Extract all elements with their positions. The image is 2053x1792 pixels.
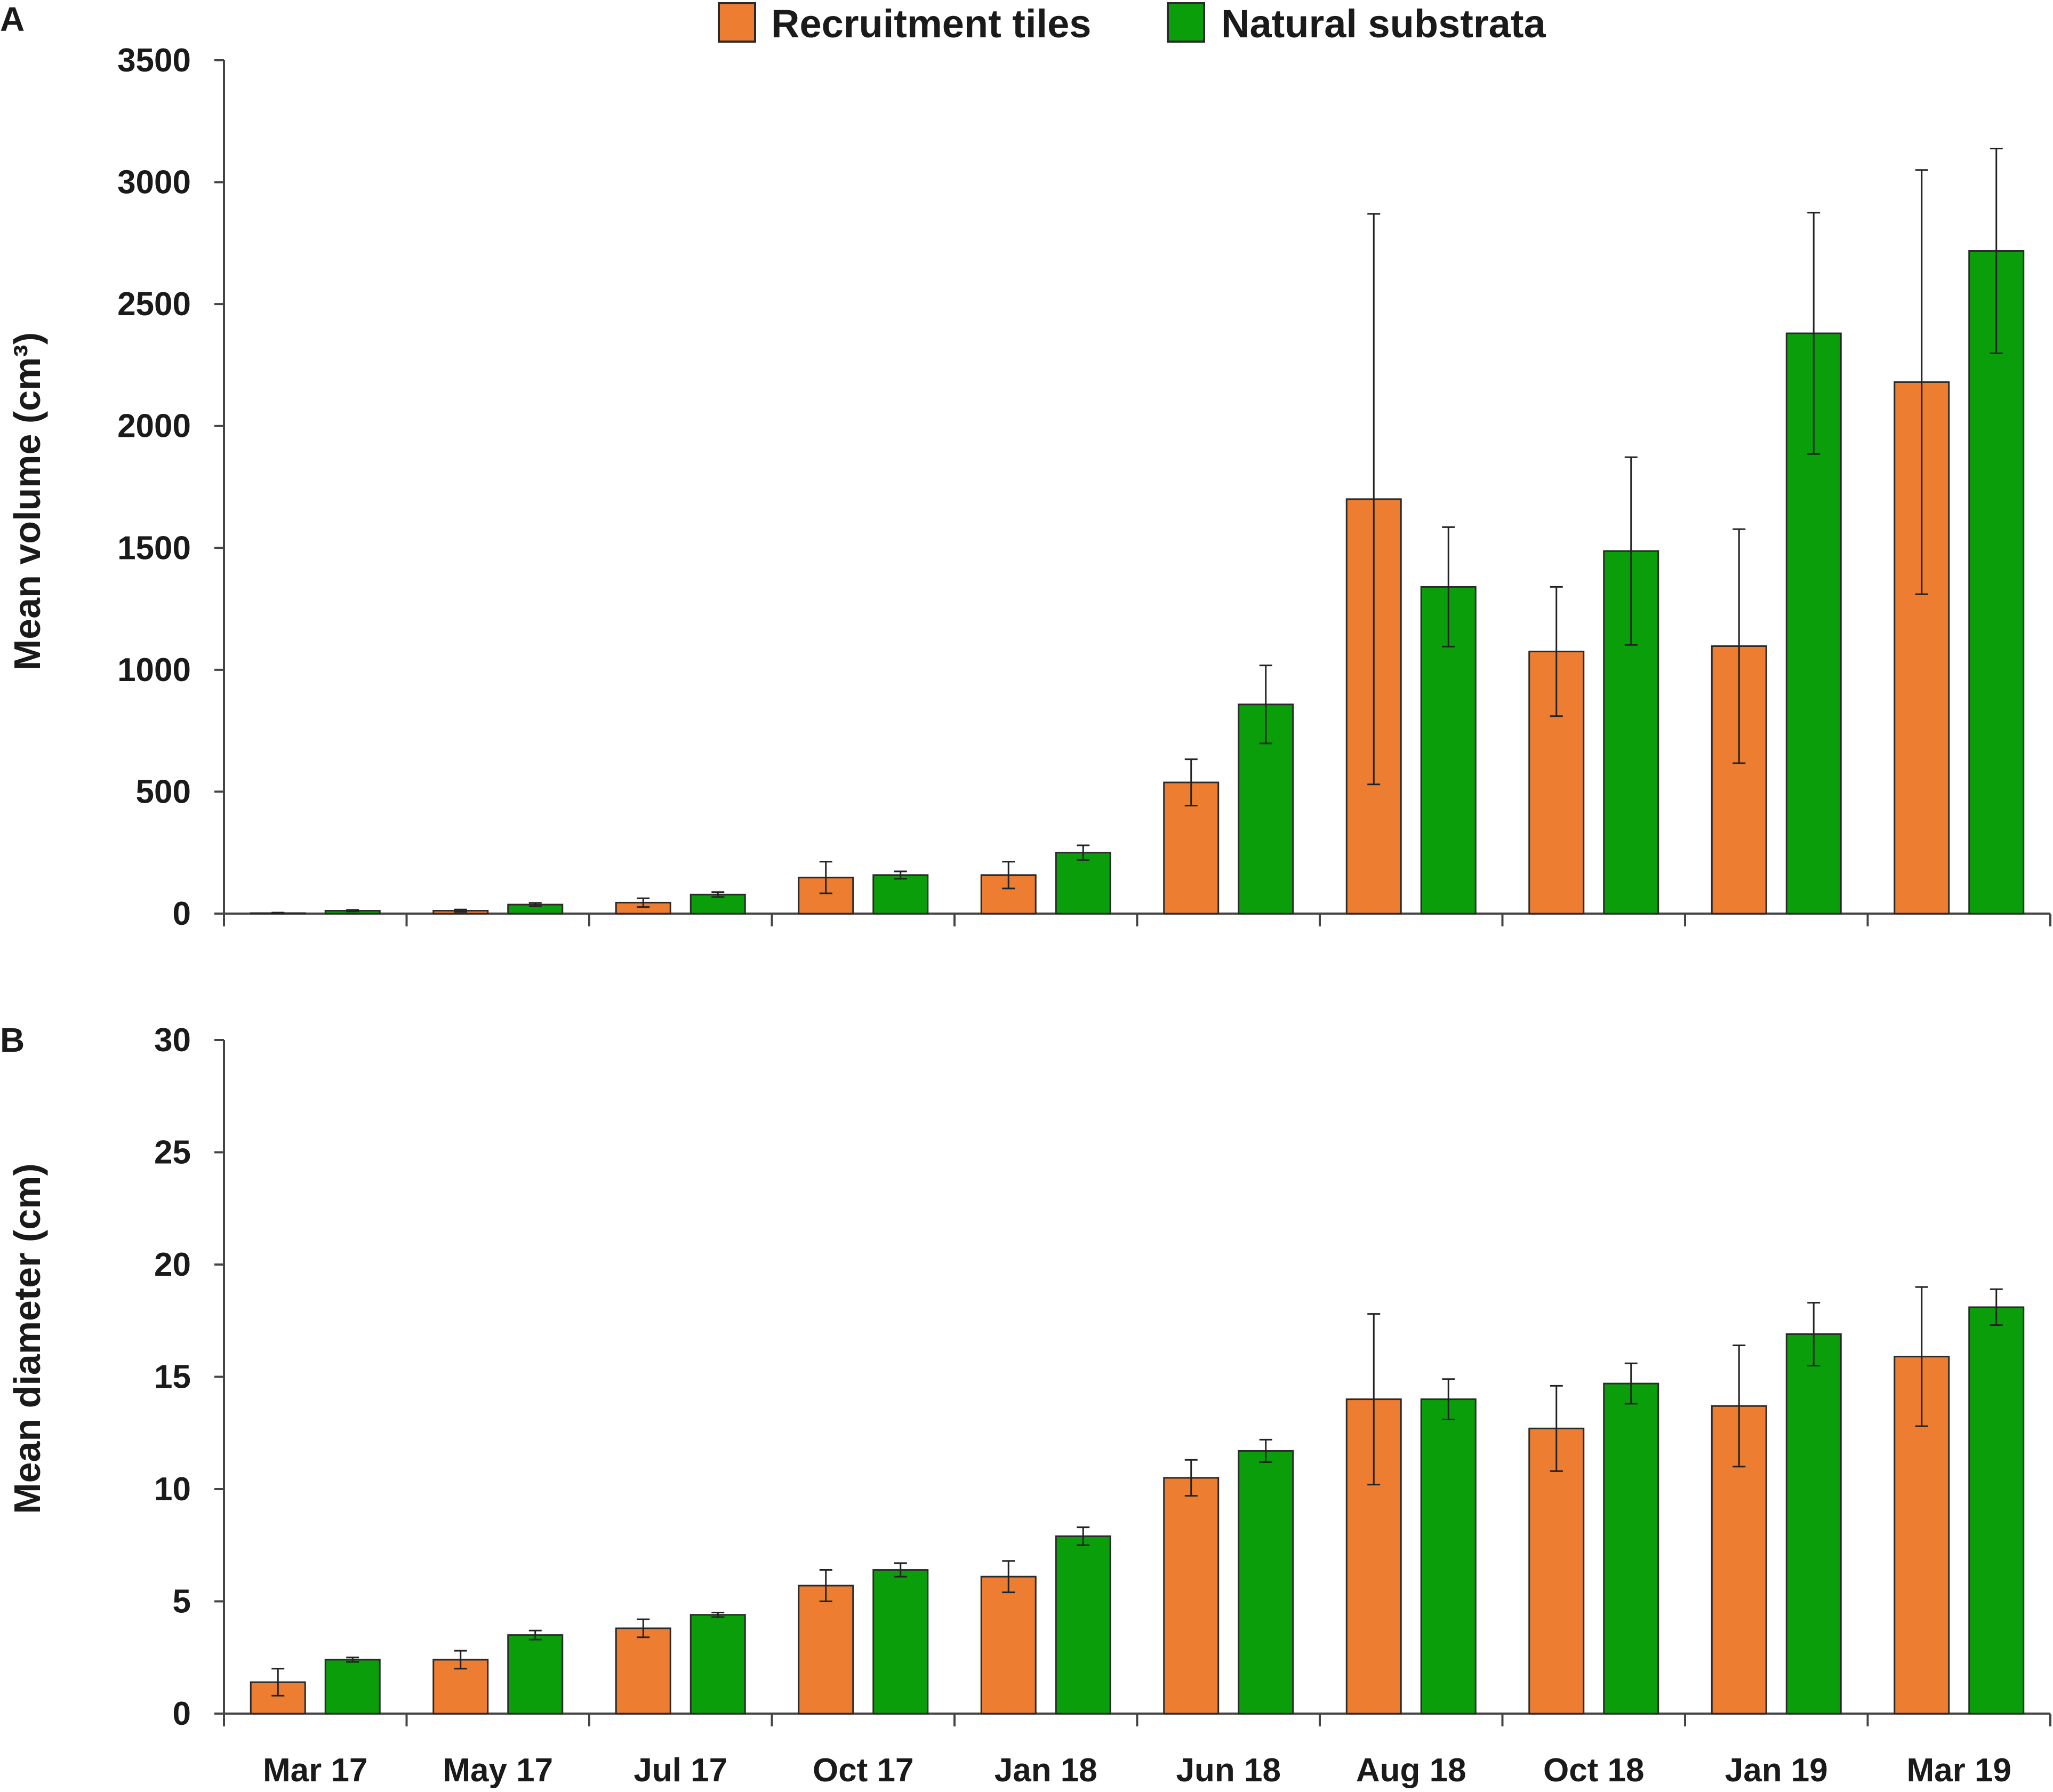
x-axis-label-aug-18: Aug 18: [1356, 1752, 1466, 1789]
panel-b-error-bar-natural-substrata-jun-18: [1259, 1438, 1272, 1463]
panel-b-diameter-chart: B 0 5 10 15 20 25 30 Mean diameter (cm) Mar 17…: [0, 1021, 2051, 1789]
panel-b-bar-natural-substrata-jul-17: [689, 1614, 746, 1715]
x-axis-label-jun-18: Jun 18: [1176, 1752, 1281, 1789]
panel-b-y-tick-label: 15: [154, 1359, 191, 1396]
panel-a-error-bar-natural-substrata-mar-17: [346, 909, 359, 913]
panel-a-error-bar-recruitment-tiles-mar-19: [1915, 169, 1928, 595]
panel-a-y-axis-title: Mean volume (cm³): [6, 332, 48, 670]
panel-b-bar-natural-substrata-oct-18: [1603, 1382, 1659, 1715]
x-axis-label-mar-17: Mar 17: [263, 1752, 367, 1789]
panel-b-error-bar-recruitment-tiles-mar-19: [1915, 1286, 1928, 1427]
panel-b-error-bar-recruitment-tiles-may-17: [454, 1650, 467, 1670]
panel-a-bar-natural-substrata-mar-19: [1968, 250, 2025, 915]
panel-b-y-tick-label: 0: [173, 1695, 191, 1732]
panel-a-bar-natural-substrata-jan-18: [1055, 852, 1111, 915]
panel-b-error-bar-recruitment-tiles-oct-17: [819, 1569, 832, 1602]
legend: Recruitment tiles Natural substrata: [718, 2, 1546, 46]
panel-label-b: B: [0, 1021, 25, 1059]
panel-b-error-bar-recruitment-tiles-jul-17: [637, 1618, 650, 1638]
panel-b-bar-natural-substrata-mar-19: [1968, 1306, 2025, 1715]
x-axis-label-oct-18: Oct 18: [1543, 1752, 1645, 1789]
panel-a-y-tick-label: 1000: [117, 652, 191, 689]
panel-b-bar-natural-substrata-jun-18: [1238, 1450, 1294, 1715]
panel-b-y-axis-title: Mean diameter (cm): [6, 1163, 48, 1514]
panel-b-bar-recruitment-tiles-jul-17: [615, 1627, 671, 1715]
panel-a-error-bar-recruitment-tiles-jan-18: [1002, 861, 1015, 890]
panel-b-y-tick-label: 5: [173, 1583, 191, 1620]
panel-b-error-bar-recruitment-tiles-jan-18: [1002, 1560, 1015, 1594]
panel-a-error-bar-natural-substrata-jan-19: [1807, 212, 1821, 455]
panel-a-y-tick-label: 2500: [117, 286, 191, 323]
panel-a-error-bar-natural-substrata-oct-18: [1624, 456, 1638, 646]
panel-a-error-bar-natural-substrata-oct-17: [894, 870, 907, 880]
panel-b-y-tick-label: 10: [154, 1471, 191, 1508]
panel-b-bar-natural-substrata-jan-19: [1785, 1333, 1842, 1715]
panel-b-bar-natural-substrata-may-17: [507, 1634, 564, 1715]
panel-a-error-bar-natural-substrata-jul-17: [711, 891, 725, 898]
legend-swatch-natural-substrata: [1167, 2, 1205, 43]
panel-b-bar-natural-substrata-aug-18: [1420, 1398, 1477, 1715]
panel-b-error-bar-recruitment-tiles-aug-18: [1367, 1313, 1381, 1486]
panel-a-error-bar-recruitment-tiles-jan-19: [1733, 528, 1746, 764]
panel-b-bar-recruitment-tiles-jun-18: [1163, 1477, 1220, 1715]
x-axis-labels: Mar 17 May 17 Jul 17 Oct 17 Jan 18 Jun 18 Aug …: [263, 1752, 2011, 1789]
x-axis-label-oct-17: Oct 17: [813, 1752, 914, 1789]
panel-a-error-bar-natural-substrata-jan-18: [1077, 844, 1090, 861]
panel-b-error-bar-natural-substrata-oct-17: [894, 1562, 907, 1578]
x-axis-label-jul-17: Jul 17: [633, 1752, 727, 1789]
panel-a-error-bar-natural-substrata-may-17: [528, 902, 542, 907]
panel-b-error-bar-recruitment-tiles-jun-18: [1184, 1459, 1198, 1497]
panel-a-volume-chart: A 0 500 1000 1500 2000 2500 3000 3500 Mean volu…: [0, 0, 2051, 932]
panel-b-bar-natural-substrata-jan-18: [1055, 1535, 1111, 1715]
panel-b-y-tick-label: 25: [154, 1134, 191, 1171]
panel-b-y-tick-label: 20: [154, 1246, 191, 1283]
panel-b-error-bar-natural-substrata-mar-19: [1990, 1288, 2003, 1326]
panel-a-error-bar-recruitment-tiles-jun-18: [1184, 758, 1198, 806]
panel-b-error-bar-recruitment-tiles-jan-19: [1733, 1345, 1746, 1468]
panel-label-a: A: [0, 0, 25, 38]
x-axis-label-jan-18: Jan 18: [995, 1752, 1097, 1789]
panel-a-error-bar-natural-substrata-mar-19: [1990, 147, 2003, 354]
panel-b-error-bar-natural-substrata-jul-17: [711, 1612, 725, 1618]
panel-a-error-bar-recruitment-tiles-mar-17: [271, 911, 285, 915]
panel-a-y-tick-label: 2000: [117, 408, 191, 445]
panel-a-error-bar-natural-substrata-aug-18: [1442, 526, 1455, 647]
panel-a-bars: [250, 147, 2025, 915]
panel-a-y-tick-label: 0: [173, 895, 191, 932]
panel-b-bars: [250, 1286, 2025, 1715]
panel-b-bar-recruitment-tiles-oct-17: [798, 1585, 854, 1715]
panel-b-y-tick-label: 30: [154, 1022, 191, 1059]
legend-swatch-recruitment-tiles: [718, 2, 756, 43]
panel-b-error-bar-natural-substrata-aug-18: [1442, 1378, 1455, 1420]
panel-b-bar-natural-substrata-mar-17: [324, 1659, 381, 1715]
panel-a-error-bar-recruitment-tiles-aug-18: [1367, 213, 1381, 786]
panel-a-error-bar-recruitment-tiles-jul-17: [637, 897, 650, 908]
panel-a-error-bar-recruitment-tiles-may-17: [454, 908, 467, 913]
x-axis-label-may-17: May 17: [443, 1752, 553, 1789]
panel-a-y-tick-label: 3000: [117, 164, 191, 201]
panel-b-bar-recruitment-tiles-jan-18: [980, 1575, 1037, 1715]
panel-a-error-bar-natural-substrata-jun-18: [1259, 665, 1272, 745]
panel-b-error-bar-recruitment-tiles-mar-17: [271, 1668, 285, 1697]
x-axis-label-jan-19: Jan 19: [1725, 1752, 1828, 1789]
panel-a-error-bar-recruitment-tiles-oct-18: [1550, 586, 1563, 717]
panel-b-error-bar-natural-substrata-jan-19: [1807, 1302, 1821, 1366]
panel-a-error-bar-recruitment-tiles-oct-17: [819, 861, 832, 894]
panel-b-error-bar-recruitment-tiles-oct-18: [1550, 1385, 1563, 1472]
legend-label-natural-substrata: Natural substrata: [1221, 2, 1546, 46]
x-axis-label-mar-19: Mar 19: [1907, 1752, 2011, 1789]
panel-a-axes: 0 500 1000 1500 2000 2500 3000 3500: [117, 42, 2051, 932]
panel-b-error-bar-natural-substrata-mar-17: [346, 1657, 359, 1663]
panel-a-y-tick-label: 1500: [117, 530, 191, 566]
panel-b-error-bar-natural-substrata-oct-18: [1624, 1362, 1638, 1405]
panel-b-error-bar-natural-substrata-may-17: [528, 1629, 542, 1641]
panel-a-y-tick-label: 500: [136, 773, 191, 810]
panel-b-bar-natural-substrata-oct-17: [872, 1569, 929, 1715]
panel-a-y-tick-label: 3500: [117, 42, 191, 79]
panel-a-bar-natural-substrata-oct-17: [872, 874, 929, 915]
panel-b-error-bar-natural-substrata-jan-18: [1077, 1526, 1090, 1546]
legend-label-recruitment-tiles: Recruitment tiles: [771, 2, 1091, 46]
